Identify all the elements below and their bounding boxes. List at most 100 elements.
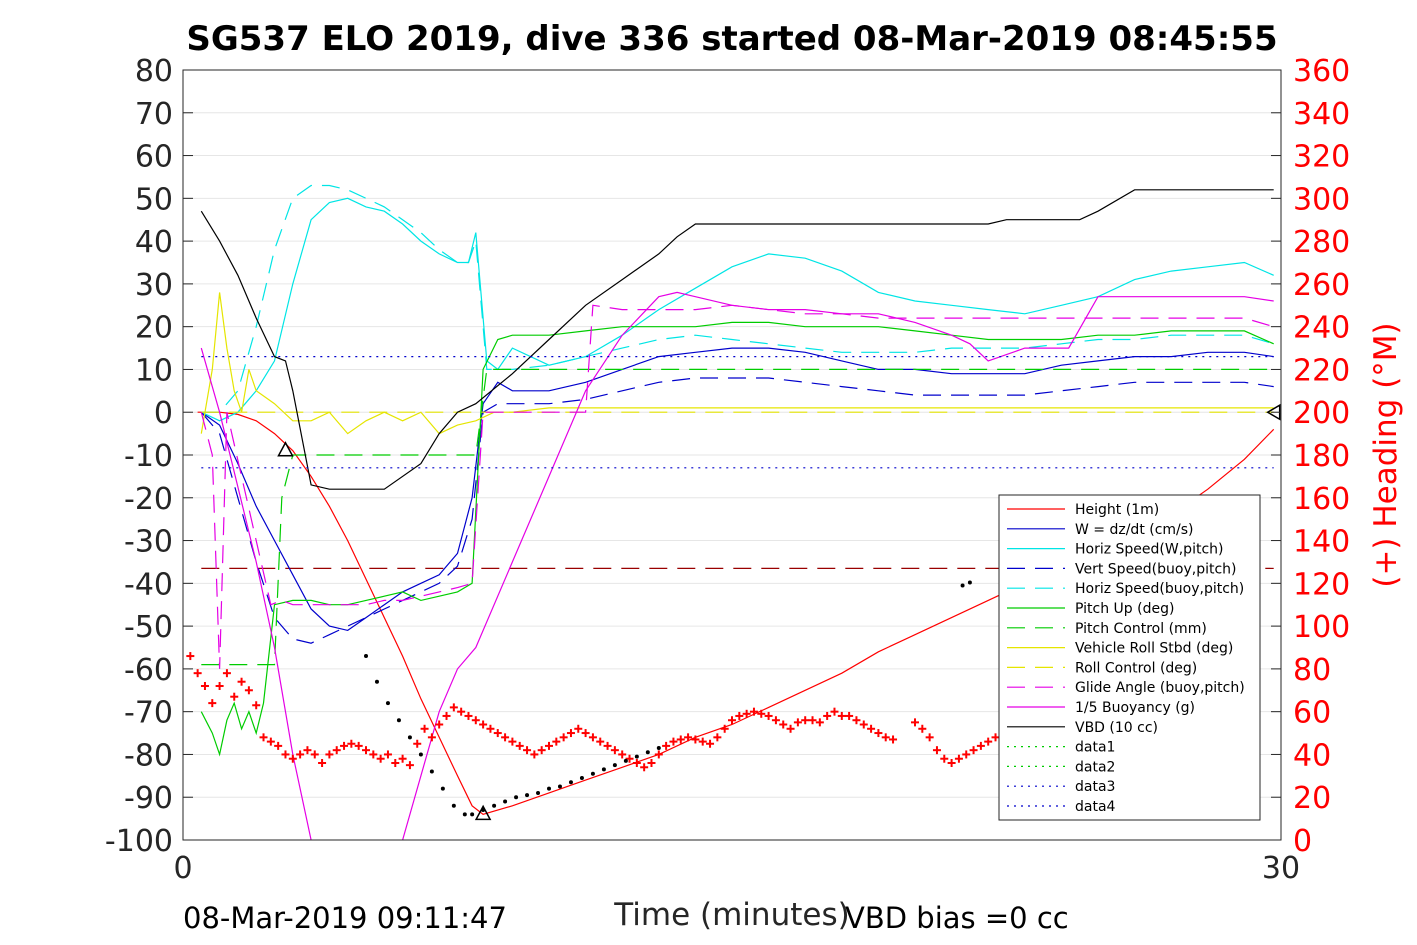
heading-point	[318, 759, 327, 767]
chart-title: SG537 ELO 2019, dive 336 started 08-Mar-…	[186, 19, 1277, 59]
heading-point	[603, 741, 612, 750]
heading-point	[706, 739, 715, 748]
triangle-marker	[474, 804, 492, 821]
heading-point	[508, 737, 517, 746]
heading-point	[479, 720, 488, 729]
y2-tick-label: 40	[1293, 738, 1331, 773]
y-tick-label: 70	[135, 97, 173, 132]
triangle-marker	[277, 441, 294, 457]
heading-point	[830, 707, 839, 716]
y2-tick-label: 300	[1293, 182, 1350, 217]
legend-label-data2: data2	[1075, 759, 1115, 775]
height-dot-marker	[440, 786, 445, 791]
heading-point	[823, 711, 832, 720]
heading-point	[676, 735, 685, 744]
heading-point	[596, 737, 605, 746]
height-dot-marker	[634, 754, 639, 759]
heading-point	[662, 741, 671, 750]
heading-point	[713, 733, 722, 742]
y2-tick-label: 140	[1293, 525, 1350, 560]
height-dot-marker	[462, 812, 467, 817]
right-axis-label: (+) Heading (°M)	[1368, 322, 1404, 587]
heading-point	[523, 746, 532, 755]
y2-tick-label: 200	[1293, 396, 1350, 431]
y2-tick-label: 280	[1293, 225, 1350, 260]
heading-point	[984, 737, 993, 746]
y-tick-label: -10	[124, 439, 173, 474]
heading-point	[464, 711, 473, 720]
height-dot-marker	[960, 583, 965, 588]
y-tick-label: -80	[124, 738, 173, 773]
heading-point	[552, 737, 561, 746]
height-dot-marker	[364, 654, 368, 659]
heading-point	[581, 729, 590, 738]
y2-tick-label: 60	[1293, 696, 1331, 731]
heading-point	[932, 746, 941, 755]
y2-tick-label: 240	[1293, 311, 1350, 346]
heading-point	[200, 682, 209, 690]
height-dot-marker	[418, 752, 423, 757]
heading-point	[954, 754, 963, 763]
series-line-glide-angle-buoy-pitch	[200, 304, 1274, 669]
y2-tick-label: 340	[1293, 97, 1350, 132]
heading-point	[764, 711, 773, 720]
heading-point	[684, 733, 693, 742]
height-dot-marker	[503, 799, 508, 804]
height-dot-marker	[385, 701, 390, 706]
height-dot-marker	[601, 767, 606, 772]
height-dot-marker	[590, 771, 595, 776]
heading-point	[215, 682, 224, 690]
height-dot-marker	[429, 769, 434, 774]
height-dot-marker	[967, 580, 972, 585]
heading-point	[383, 750, 392, 759]
y2-tick-label: 180	[1293, 439, 1350, 474]
heading-point	[647, 759, 656, 767]
heading-point	[859, 720, 868, 729]
heading-point	[801, 716, 810, 725]
series-line-pitch-up-deg	[200, 321, 1274, 757]
y2-tick-label: 320	[1293, 140, 1350, 175]
heading-point	[537, 746, 546, 755]
height-dot-marker	[547, 786, 551, 791]
heading-point	[303, 746, 312, 755]
heading-point	[530, 750, 539, 759]
heading-point	[728, 716, 736, 725]
heading-point	[252, 701, 261, 710]
heading-point	[347, 739, 356, 748]
height-dot-marker	[656, 746, 661, 751]
heading-point	[874, 729, 883, 738]
series-line-1-5-buoyancy-g	[200, 291, 1274, 840]
x-tick-label: 30	[1262, 851, 1300, 886]
heading-point	[435, 720, 444, 729]
heading-point	[566, 729, 575, 738]
heading-point	[618, 750, 627, 759]
height-dot-marker	[451, 803, 456, 808]
heading-point	[208, 699, 217, 708]
heading-point	[427, 733, 436, 742]
heading-point	[405, 761, 414, 770]
heading-point	[640, 763, 649, 772]
heading-point	[296, 750, 305, 759]
heading-point	[852, 716, 861, 725]
series-line-vehicle-roll-stbd-deg	[200, 292, 1274, 435]
ticks: 80706050403020100-10-20-30-40-50-60-70-8…	[105, 54, 1350, 886]
height-dot-marker	[579, 775, 584, 780]
legend-label-data4: data4	[1075, 799, 1116, 815]
x-axis-label: Time (minutes)	[613, 897, 849, 933]
height-dot-marker	[623, 758, 628, 763]
heading-point	[332, 746, 341, 755]
legend-label-glide-angle-buoy-pitch: Glide Angle (buoy,pitch)	[1075, 680, 1245, 696]
heading-point	[720, 724, 729, 733]
heading-point	[376, 754, 385, 763]
y-tick-label: -70	[124, 696, 173, 731]
legend-label-data3: data3	[1075, 779, 1115, 795]
legend-label-data1: data1	[1075, 740, 1115, 756]
y-tick-label: 30	[135, 268, 173, 303]
heading-point	[786, 724, 795, 733]
heading-point	[486, 724, 495, 733]
heading-point	[815, 718, 824, 727]
heading-point	[940, 754, 949, 763]
heading-point	[515, 741, 524, 750]
heading-point	[669, 737, 678, 746]
